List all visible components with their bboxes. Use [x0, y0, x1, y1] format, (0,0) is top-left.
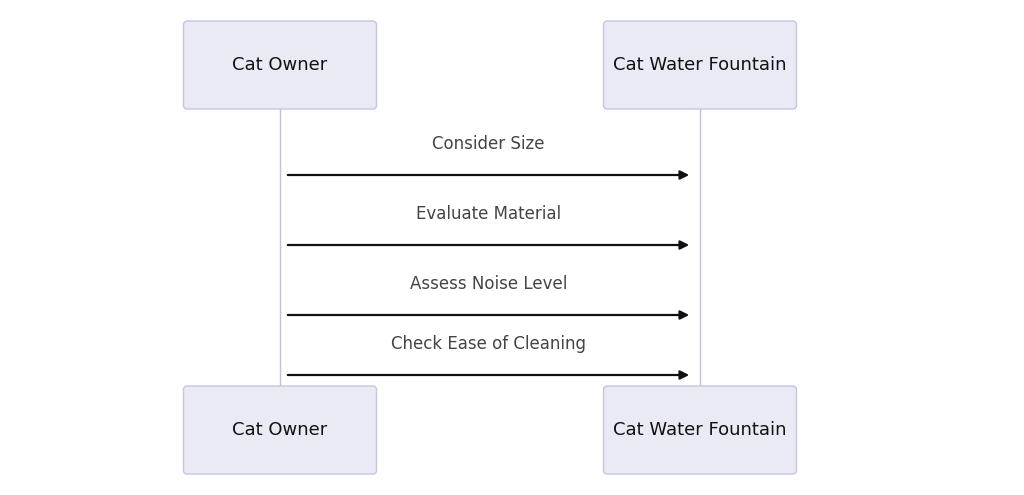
- Text: Assess Noise Level: Assess Noise Level: [410, 275, 567, 293]
- FancyBboxPatch shape: [183, 386, 377, 474]
- FancyBboxPatch shape: [603, 386, 797, 474]
- FancyBboxPatch shape: [603, 21, 797, 109]
- Text: Cat Water Fountain: Cat Water Fountain: [613, 56, 786, 74]
- Text: Evaluate Material: Evaluate Material: [416, 205, 561, 223]
- Text: Cat Owner: Cat Owner: [232, 421, 328, 439]
- Text: Cat Owner: Cat Owner: [232, 56, 328, 74]
- Text: Cat Water Fountain: Cat Water Fountain: [613, 421, 786, 439]
- FancyBboxPatch shape: [183, 21, 377, 109]
- Text: Check Ease of Cleaning: Check Ease of Cleaning: [391, 335, 586, 353]
- Text: Consider Size: Consider Size: [432, 135, 545, 153]
